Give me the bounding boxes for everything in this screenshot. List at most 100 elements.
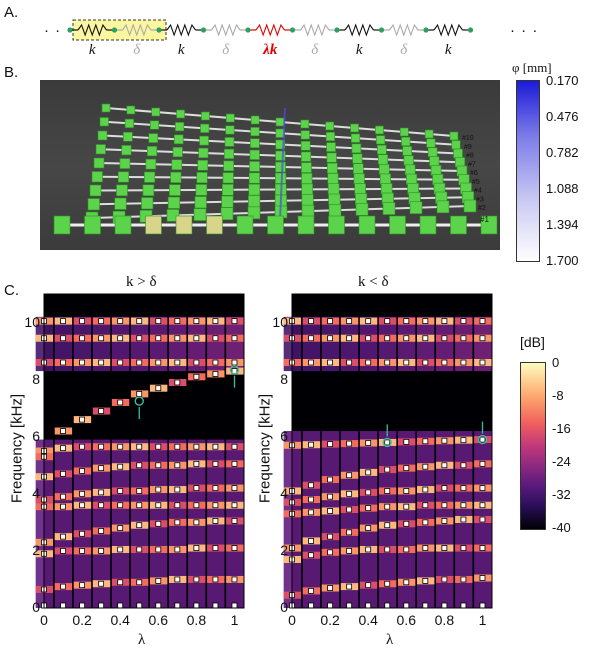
mass-block: [402, 146, 413, 156]
mass-block: [463, 199, 477, 213]
mode-marker: [384, 488, 391, 494]
mass-block: [93, 157, 105, 169]
mode-marker: [479, 436, 486, 443]
mode-marker: [174, 546, 181, 553]
heatmap-left: [35, 293, 245, 609]
mode-marker: [98, 528, 105, 534]
mass-block: [328, 193, 341, 206]
mode-marker: [346, 359, 353, 366]
mode-marker: [155, 335, 162, 342]
mass-block: [403, 155, 414, 166]
mode-marker: [441, 335, 448, 342]
left-x-axis-label: λ: [138, 632, 146, 648]
front-mass-block: [297, 215, 315, 235]
mode-marker: [327, 508, 333, 514]
mass-block: [355, 203, 369, 216]
upper-glow: [226, 316, 244, 372]
highlight-ring: [382, 437, 392, 448]
highlight-ring: [134, 396, 144, 406]
mode-marker: [346, 440, 353, 447]
x-tick-label: 1: [478, 612, 487, 628]
mode-marker: [384, 335, 391, 342]
mode-marker: [460, 462, 467, 469]
mode-marker: [193, 359, 200, 366]
upper-glow: [302, 316, 321, 372]
mode-marker: [155, 546, 162, 553]
mass-block: [409, 201, 423, 215]
chain-label: k: [88, 42, 96, 58]
front-mass-block: [175, 215, 193, 235]
mode-marker: [346, 548, 353, 554]
mode-marker: [193, 502, 200, 509]
spring: [344, 23, 374, 37]
mode-marker: [460, 437, 467, 444]
mode-marker: [174, 486, 181, 493]
mass-block: [121, 145, 132, 156]
mode-marker: [212, 518, 219, 524]
x-tick-label: 0.2: [320, 612, 340, 628]
mode-marker: [98, 602, 105, 609]
mode-marker: [308, 441, 314, 448]
upper-glow: [378, 316, 397, 372]
chain-label: k: [355, 42, 363, 58]
mode-marker: [60, 503, 66, 510]
mode-marker: [117, 399, 124, 406]
mode-marker: [98, 335, 105, 342]
mode-marker: [384, 602, 391, 609]
mode-marker: [60, 318, 66, 325]
row-label: #8: [466, 153, 474, 160]
mass-block: [87, 198, 100, 211]
mass-block: [275, 161, 286, 173]
column-glow: [340, 431, 359, 608]
x-tick-label: 0.4: [110, 612, 130, 628]
y-tick-label: 2: [32, 541, 40, 558]
mode-marker: [212, 359, 219, 366]
mode-marker: [384, 466, 391, 473]
mode-marker: [422, 463, 429, 470]
front-mass-block: [267, 215, 284, 235]
mode-marker: [441, 318, 448, 325]
mass-block: [453, 148, 463, 159]
mode-marker: [212, 545, 219, 551]
mass-block: [325, 121, 335, 131]
mass-block: [199, 135, 209, 146]
mode-marker: [308, 538, 314, 544]
upper-glow: [359, 316, 378, 372]
mode-marker: [174, 318, 181, 325]
spring: [122, 23, 152, 37]
mode-marker: [384, 359, 391, 366]
mode-marker: [422, 577, 429, 584]
mode-marker: [98, 359, 105, 366]
column-glow: [92, 439, 111, 608]
upper-glow: [436, 316, 454, 372]
mass-block: [225, 113, 235, 123]
mode-marker: [479, 485, 486, 492]
displacement-column: [279, 107, 286, 221]
mode-marker: [460, 516, 467, 523]
y-tick-label: 10: [272, 313, 288, 330]
mode-marker: [231, 576, 238, 583]
mode-marker: [441, 545, 448, 551]
mode-marker: [346, 506, 353, 513]
upper-glow: [207, 316, 225, 372]
mode-marker: [136, 462, 143, 469]
mode-marker: [193, 443, 200, 450]
mass-block: [451, 140, 461, 150]
front-mass-block: [236, 215, 254, 235]
mass-block: [326, 152, 337, 163]
mass-block: [200, 123, 210, 133]
x-tick-label: 0.8: [186, 612, 207, 628]
y-tick-label: 10: [24, 313, 40, 330]
upper-glow: [92, 316, 111, 372]
phi-tick: 1.700: [546, 253, 579, 268]
front-mass-block: [419, 215, 437, 235]
mass-block: [300, 130, 310, 140]
mode-marker: [193, 318, 200, 325]
right-x-axis-label: λ: [386, 632, 394, 648]
mode-marker: [365, 440, 372, 446]
mode-marker: [327, 359, 333, 366]
mode-marker: [79, 502, 85, 509]
mass-block: [300, 151, 312, 162]
mass-block: [201, 111, 210, 121]
mass-block: [194, 196, 207, 209]
